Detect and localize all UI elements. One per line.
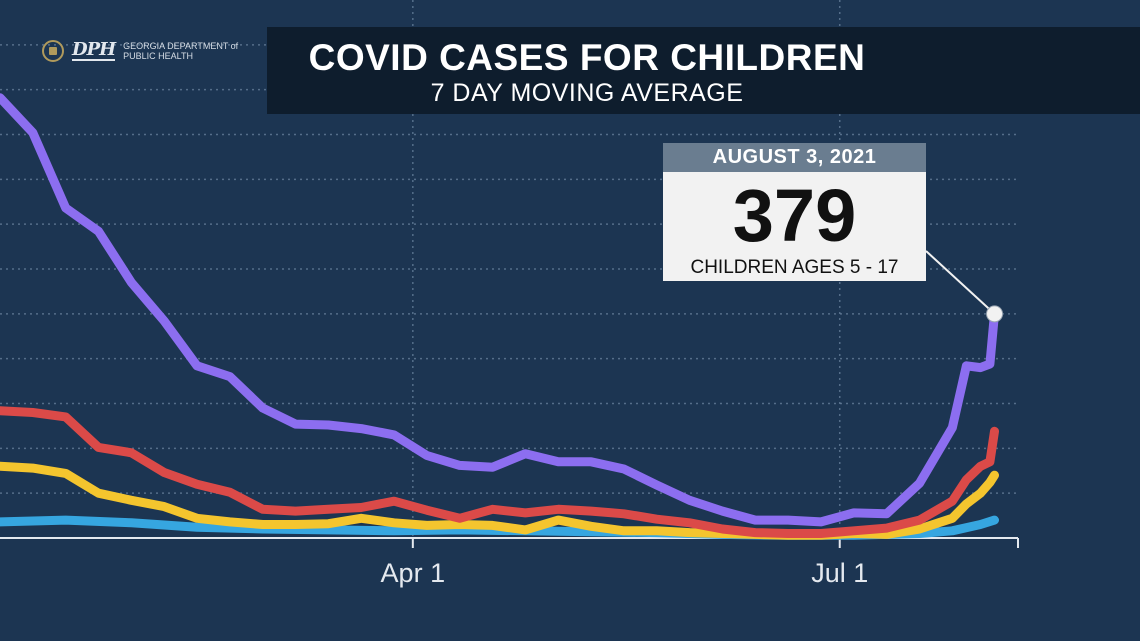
gridlines — [0, 0, 1018, 538]
axes: Apr 1 Jul 1 — [0, 537, 1019, 588]
series-line-1 — [0, 406, 999, 538]
callout-value: 379 — [732, 174, 857, 257]
callout-body: 379 CHILDREN AGES 5 - 17 — [663, 172, 926, 281]
callout-date: AUGUST 3, 2021 — [663, 143, 926, 172]
x-tick-label-1: Jul 1 — [811, 558, 868, 588]
chart-subtitle: 7 DAY MOVING AVERAGE — [430, 79, 744, 107]
org-name: GEORGIA DEPARTMENT of PUBLIC HEALTH — [123, 41, 238, 61]
series-line-0 — [0, 93, 999, 527]
chart-title: COVID CASES FOR CHILDREN — [308, 37, 866, 78]
org-name-line2: PUBLIC HEALTH — [123, 51, 194, 61]
value-callout: AUGUST 3, 2021 379 CHILDREN AGES 5 - 17 — [663, 143, 926, 281]
annotation-layer — [925, 250, 1004, 323]
dph-logo: DPH GEORGIA DEPARTMENT of PUBLIC HEALTH — [42, 36, 272, 66]
title-panel: COVID CASES FOR CHILDREN 7 DAY MOVING AV… — [267, 27, 1140, 114]
dph-wordmark: DPH — [72, 39, 116, 61]
callout-leader-line — [925, 250, 996, 315]
x-tick-label-0: Apr 1 — [381, 558, 446, 588]
org-name-line1: GEORGIA DEPARTMENT of — [123, 41, 239, 51]
series-line-3 — [0, 515, 999, 540]
peak-marker — [986, 305, 1004, 323]
callout-label: CHILDREN AGES 5 - 17 — [690, 257, 899, 278]
series-line-2 — [0, 461, 999, 540]
series-layer — [0, 93, 999, 540]
georgia-seal-icon — [42, 40, 64, 62]
